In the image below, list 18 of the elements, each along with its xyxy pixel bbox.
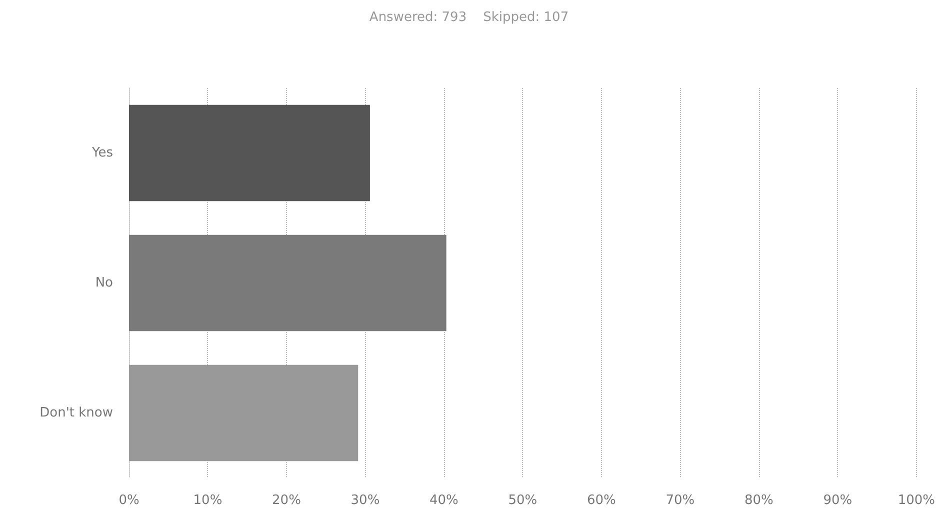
x-tick-label: 10% bbox=[193, 493, 222, 508]
x-tick-label: 40% bbox=[430, 493, 458, 508]
x-tick-label: 80% bbox=[744, 493, 774, 508]
bar bbox=[129, 234, 446, 332]
y-tick-label: No bbox=[95, 276, 114, 290]
x-tick-label: 60% bbox=[586, 493, 616, 508]
chart-title: Answered: 793 Skipped: 107 bbox=[369, 10, 569, 25]
x-tick-label: 20% bbox=[272, 493, 301, 508]
x-tick-label: 50% bbox=[508, 493, 538, 508]
x-tick-label: 30% bbox=[350, 493, 380, 508]
x-tick-label: 100% bbox=[898, 493, 936, 508]
bar bbox=[129, 364, 358, 462]
bar bbox=[129, 104, 370, 202]
x-tick-label: 70% bbox=[666, 493, 695, 508]
x-tick-label: 90% bbox=[823, 493, 852, 508]
x-tick-label: 0% bbox=[118, 493, 140, 508]
y-tick-label: Yes bbox=[91, 146, 114, 160]
y-tick-label: Don't know bbox=[40, 406, 114, 420]
